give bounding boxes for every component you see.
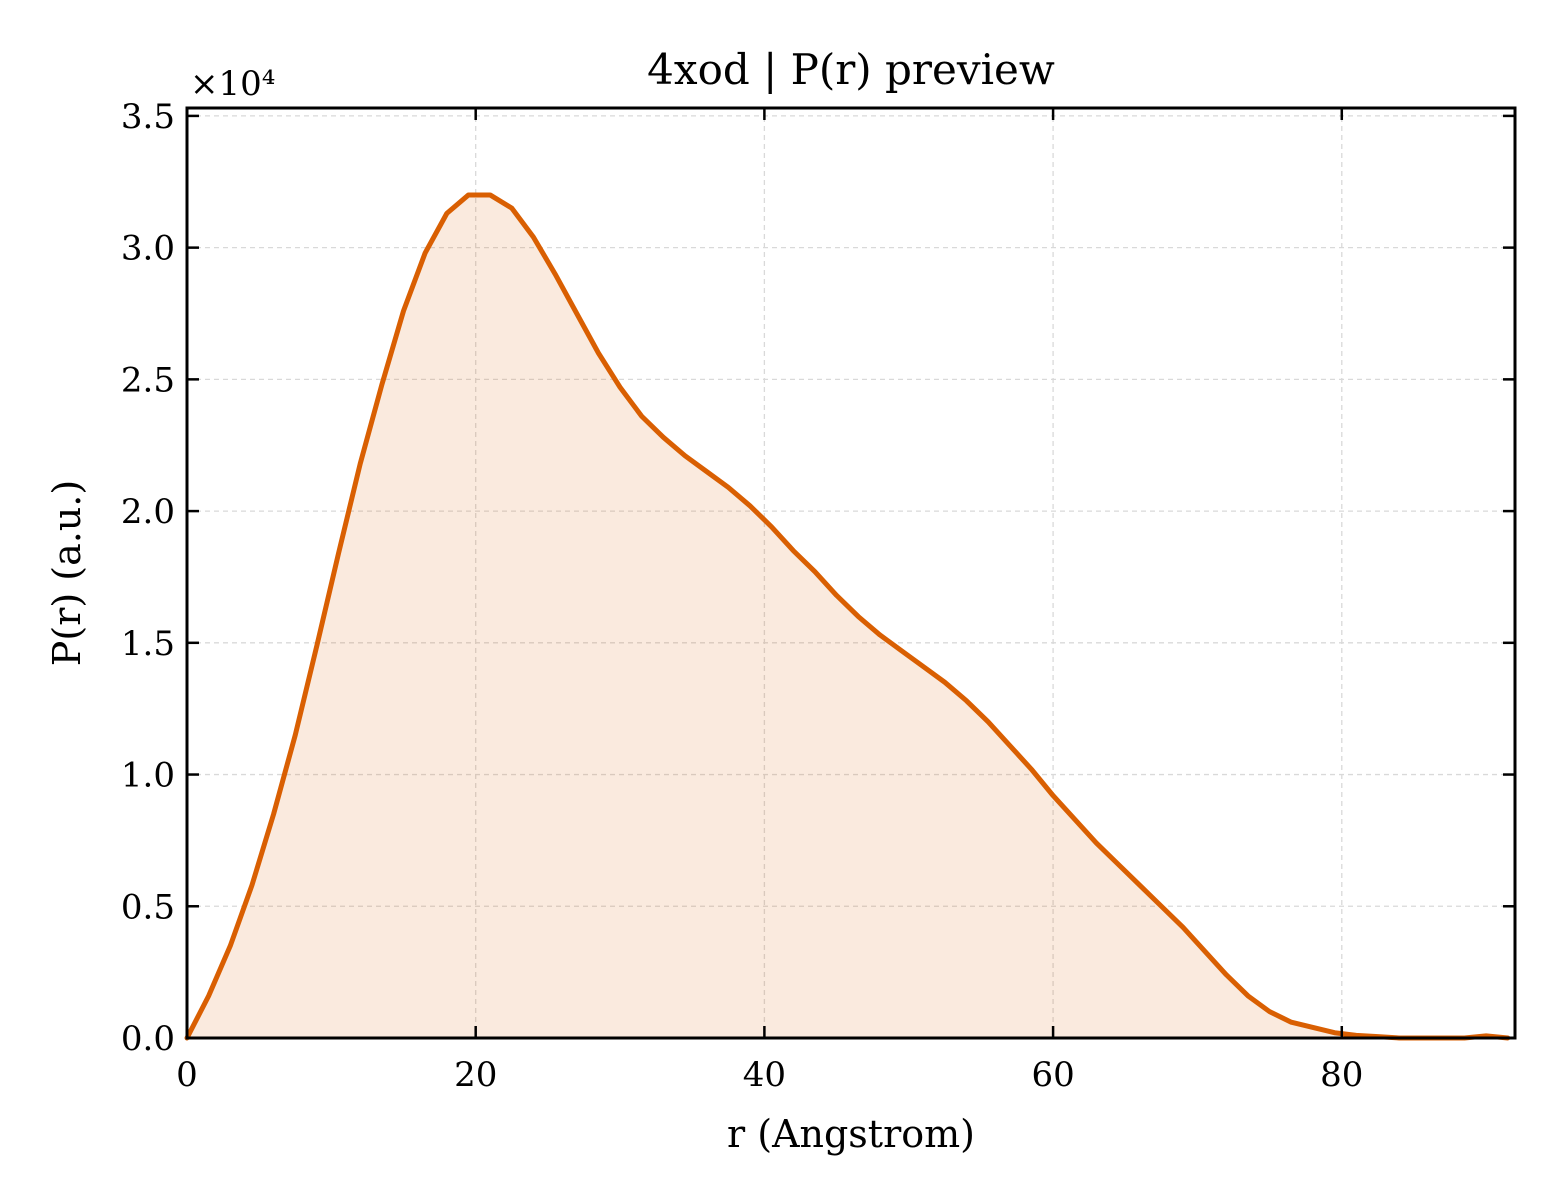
tick-labels: 0 20 40 60 80 0.0 0.5 1.0 1.5 2.0 2.5 3.0 3.5 xyxy=(121,97,1363,1095)
y-tick-label: 1.5 xyxy=(121,624,175,664)
y-tick-label: 3.0 xyxy=(121,229,175,269)
ticks xyxy=(185,108,1515,1040)
x-tick-label: 40 xyxy=(743,1055,786,1095)
chart-title: 4xod | P(r) preview xyxy=(647,45,1055,94)
series-area-layer xyxy=(187,194,1508,1038)
x-tick-label: 20 xyxy=(454,1055,497,1095)
y-tick-label: 1.0 xyxy=(121,756,175,796)
y-tick-label: 2.0 xyxy=(121,492,175,532)
y-axis-title: P(r) (a.u.) xyxy=(45,480,89,666)
x-tick-label: 80 xyxy=(1320,1055,1363,1095)
series-line xyxy=(184,192,1511,1041)
x-tick-label: 60 xyxy=(1031,1055,1074,1095)
series-area-fill xyxy=(187,194,1508,1038)
plot-frame xyxy=(185,106,1517,1040)
y-tick-label: 2.5 xyxy=(121,360,175,400)
y-tick-label: 0.0 xyxy=(121,1019,175,1059)
y-tick-label: 0.5 xyxy=(121,887,175,927)
x-axis-title: r (Angstrom) xyxy=(727,1112,975,1156)
y-tick-label: 3.5 xyxy=(121,97,175,137)
x-tick-label: 0 xyxy=(176,1055,198,1095)
y-axis-offset-label: ×10⁴ xyxy=(190,64,275,104)
series-line-layer xyxy=(184,192,1511,1041)
